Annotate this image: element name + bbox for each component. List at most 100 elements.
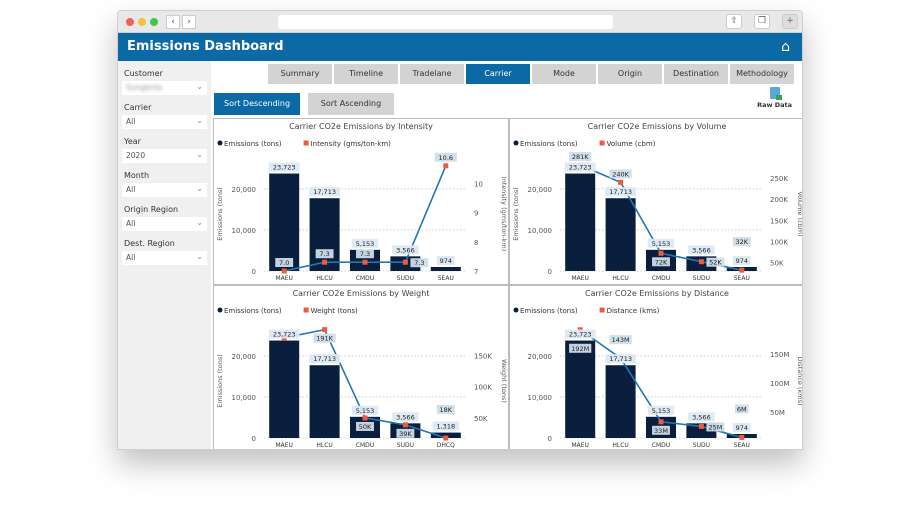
filter-sidebar: Customer Sungenta ⌄ Carrier All ⌄ Year 2020 ⌄ Mon…: [118, 61, 211, 449]
share-icon[interactable]: ⇧: [726, 14, 742, 29]
x-tick-label: HLCU: [612, 442, 628, 449]
bar-value-label: 974: [735, 423, 747, 431]
filter-dropdown-dest-region[interactable]: All ⌄: [122, 251, 207, 265]
line-value-label-bg: [356, 421, 374, 431]
bar-hlcu: [605, 198, 636, 271]
line-value-label-bg: [705, 421, 724, 431]
x-tick-label: MAEU: [571, 275, 588, 282]
line-point: [281, 268, 287, 274]
sort-descending-button[interactable]: Sort Descending: [214, 93, 300, 115]
filter-dropdown-customer[interactable]: Sungenta ⌄: [122, 81, 207, 95]
tab-methodology[interactable]: Methodology: [730, 64, 794, 84]
tab-origin[interactable]: Origin: [598, 64, 662, 84]
x-tick-label: CMDU: [651, 442, 669, 449]
bar-value-label-bg: [432, 421, 460, 431]
y2-tick-label: 7: [474, 268, 478, 276]
chevron-down-icon: ⌄: [196, 218, 203, 227]
filter-dropdown-carrier[interactable]: All ⌄: [122, 115, 207, 129]
bar-value-label: 5,153: [651, 240, 670, 248]
filter-value: 2020: [126, 151, 146, 160]
chart-2: Carrier CO2e Emissions by Weight Emission…: [216, 289, 508, 449]
line-point: [617, 179, 623, 185]
line-value-label-bg: [705, 257, 724, 267]
chart-title: Carrier CO2e Emissions by Volume: [587, 122, 726, 131]
filter-dropdown-month[interactable]: All ⌄: [122, 183, 207, 197]
filter-dropdown-origin-region[interactable]: All ⌄: [122, 217, 207, 231]
legend-label: Intensity (gms/ton-km): [311, 140, 392, 148]
y2-tick-label: 8: [474, 239, 478, 247]
y2-axis-title: Volume (cbm): [796, 191, 804, 236]
tab-mode[interactable]: Mode: [532, 64, 596, 84]
line-value-label-bg: [734, 403, 749, 413]
y-tick-label: 10,000: [527, 227, 552, 235]
bar-value-label: 23,723: [568, 330, 591, 338]
bar-value-label-bg: [604, 353, 636, 363]
legend-marker-emissions: [513, 140, 518, 146]
legend-marker-line: [599, 140, 605, 146]
y-tick-label: 10,000: [527, 393, 552, 401]
bar-value-label-bg: [647, 238, 674, 248]
line-value-label: 192M: [571, 344, 589, 352]
x-tick-label: HLCU: [316, 442, 332, 449]
raw-data-button[interactable]: Raw Data: [757, 87, 792, 109]
y-tick-label: 20,000: [232, 352, 257, 360]
x-tick-label: MAEU: [571, 442, 588, 449]
tab-summary[interactable]: Summary: [268, 64, 332, 84]
bar-value-label-bg: [687, 411, 715, 421]
y2-tick-label: 150K: [770, 217, 788, 225]
bar-value-label: 5,153: [356, 240, 375, 248]
address-bar[interactable]: [278, 15, 613, 29]
x-tick-label: SUDU: [397, 275, 414, 282]
y2-tick-label: 50K: [474, 414, 488, 422]
line-value-label-bg: [732, 237, 751, 247]
line-value-label-bg: [609, 334, 632, 344]
line-value-label: 7.3: [319, 250, 329, 258]
y-tick-label: 20,000: [527, 186, 552, 194]
tab-timeline[interactable]: Timeline: [334, 64, 398, 84]
tab-destination[interactable]: Destination: [664, 64, 728, 84]
chart-0: Carrier CO2e Emissions by Intensity Emiss…: [216, 122, 508, 282]
filter-value: All: [126, 185, 136, 194]
legend-label: Distance (kms): [606, 307, 659, 315]
tabs-icon[interactable]: ❐: [754, 14, 770, 29]
close-window-button[interactable]: [126, 18, 134, 26]
bar-value-label-bg: [392, 245, 419, 255]
labels: 23,723 17,713 5,153 3,566 974 7.0 7.3 7.3 7.3 10.…: [268, 152, 457, 268]
filter-label: Year: [124, 137, 141, 146]
filter-value: Sungenta: [126, 83, 162, 92]
tab-tradelane[interactable]: Tradelane: [400, 64, 464, 84]
x-tick-label: MAEU: [275, 275, 292, 282]
bar-value-label-bg: [309, 353, 340, 363]
bar-value-label: 23,723: [273, 330, 296, 338]
line-value-label-bg: [434, 152, 457, 162]
filter-value: All: [126, 219, 136, 228]
y2-axis-title: Distance (kms): [796, 356, 804, 405]
legend-marker-emissions: [513, 307, 518, 312]
y2-tick-label: 250K: [770, 175, 788, 183]
filter-dropdown-year[interactable]: 2020 ⌄: [122, 149, 207, 163]
x-tick-label: SEAU: [733, 442, 749, 449]
tab-carrier[interactable]: Carrier: [466, 64, 530, 84]
back-icon[interactable]: ‹: [166, 15, 180, 29]
forward-icon[interactable]: ›: [182, 15, 196, 29]
line-value-label-bg: [410, 258, 429, 268]
y2-tick-label: 50M: [770, 408, 785, 416]
y2-tick-label: 100M: [770, 380, 789, 388]
legend-marker-emissions: [217, 307, 223, 312]
line-value-label: 50K: [359, 422, 372, 430]
minimize-window-button[interactable]: [138, 18, 146, 26]
line-point: [362, 259, 368, 265]
line-value-label: 10.6: [439, 154, 453, 162]
y-tick-label: 20,000: [527, 352, 552, 360]
x-tick-label: DHCQ: [437, 442, 455, 449]
maximize-window-button[interactable]: [150, 18, 158, 26]
bar-dhcq: [430, 432, 461, 438]
line-value-label: 32K: [735, 238, 748, 246]
new-tab-icon[interactable]: +: [782, 14, 798, 29]
line-point: [402, 259, 408, 265]
filter-label: Month: [124, 171, 150, 180]
sort-ascending-button[interactable]: Sort Ascending: [308, 93, 394, 115]
bar-value-label-bg: [604, 187, 636, 197]
chart-panel: Carrier CO2e Emissions by Weight Emission…: [214, 285, 508, 449]
home-icon[interactable]: ⌂: [781, 39, 790, 55]
